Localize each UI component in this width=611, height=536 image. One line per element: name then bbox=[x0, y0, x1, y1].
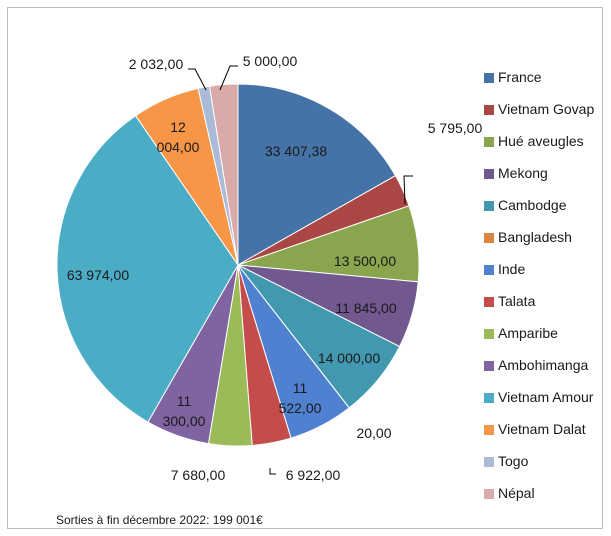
leader-line bbox=[188, 68, 207, 91]
legend-swatch bbox=[484, 297, 494, 307]
legend-item: Talata bbox=[480, 291, 611, 323]
legend-swatch bbox=[484, 169, 494, 179]
legend-swatch bbox=[484, 137, 494, 147]
data-label: 5 000,00 bbox=[243, 53, 298, 69]
legend-label: Cambodge bbox=[498, 197, 567, 213]
legend-item: Cambodge bbox=[480, 195, 611, 227]
legend-label: Amparibe bbox=[498, 325, 558, 341]
legend-label: France bbox=[498, 69, 542, 85]
legend-label: Mekong bbox=[498, 165, 548, 181]
chart-frame: 33 407,38 5 795,00 13 500,00 11 845,00 14 00… bbox=[7, 7, 603, 529]
data-label: 33 407,38 bbox=[265, 143, 327, 159]
legend-swatch bbox=[484, 457, 494, 467]
data-label: 5 795,00 bbox=[428, 120, 483, 136]
legend-swatch bbox=[484, 105, 494, 115]
legend-swatch bbox=[484, 73, 494, 83]
legend-label: Talata bbox=[498, 293, 536, 309]
data-label: 11 300,00 bbox=[163, 393, 206, 429]
legend-label: Népal bbox=[498, 485, 535, 501]
leader-line bbox=[269, 468, 276, 475]
data-label: 11 522,00 bbox=[279, 380, 322, 416]
legend-item: Ambohimanga bbox=[480, 355, 611, 387]
legend-item: Togo bbox=[480, 451, 611, 483]
legend-label: Vietnam Govap bbox=[498, 101, 595, 117]
pie-slice-france bbox=[237, 83, 397, 266]
legend-item: Vietnam Amour bbox=[480, 387, 611, 419]
legend-swatch bbox=[484, 361, 494, 371]
legend-item: France bbox=[480, 67, 611, 99]
legend-item: Bangladesh bbox=[480, 227, 611, 259]
legend-item: Népal bbox=[480, 483, 611, 515]
legend-item: Amparibe bbox=[480, 323, 611, 355]
leader-line bbox=[403, 175, 413, 205]
data-label: 13 500,00 bbox=[334, 253, 396, 269]
legend-label: Togo bbox=[498, 453, 529, 469]
pie-chart: 33 407,38 5 795,00 13 500,00 11 845,00 14 00… bbox=[56, 53, 483, 483]
legend-label: Inde bbox=[498, 261, 526, 277]
legend-label: Vietnam Amour bbox=[498, 389, 594, 405]
data-label: 2 032,00 bbox=[129, 56, 184, 72]
legend-swatch bbox=[484, 201, 494, 211]
legend-swatch bbox=[484, 233, 494, 243]
legend-label: Hué aveugles bbox=[498, 133, 584, 149]
legend-label: Bangladesh bbox=[498, 229, 572, 245]
legend-label: Ambohimanga bbox=[498, 357, 589, 373]
legend-item: Inde bbox=[480, 259, 611, 291]
leader-line bbox=[219, 65, 238, 91]
legend-item: Vietnam Dalat bbox=[480, 419, 611, 451]
legend-swatch bbox=[484, 393, 494, 403]
data-label: 6 922,00 bbox=[286, 467, 341, 483]
legend-swatch bbox=[484, 425, 494, 435]
legend-swatch bbox=[484, 265, 494, 275]
data-label: 14 000,00 bbox=[318, 350, 380, 366]
chart-footnote: Sorties à fin décembre 2022: 199 001€ bbox=[56, 513, 263, 527]
legend-label: Vietnam Dalat bbox=[498, 421, 586, 437]
legend-item: Vietnam Govap bbox=[480, 99, 611, 131]
legend: France Vietnam Govap Hué aveugles Mekong Cam… bbox=[480, 67, 611, 515]
data-label: 20,00 bbox=[356, 425, 391, 441]
legend-swatch bbox=[484, 329, 494, 339]
data-label: 63 974,00 bbox=[67, 267, 129, 283]
legend-swatch bbox=[484, 489, 494, 499]
data-label: 12 004,00 bbox=[157, 119, 200, 155]
data-label: 11 845,00 bbox=[335, 300, 396, 316]
pie-slice-n-pal bbox=[208, 83, 239, 266]
legend-item: Mekong bbox=[480, 163, 611, 195]
data-label: 7 680,00 bbox=[171, 467, 226, 483]
pie-slice-vietnam-amour bbox=[56, 115, 239, 423]
legend-item: Hué aveugles bbox=[480, 131, 611, 163]
